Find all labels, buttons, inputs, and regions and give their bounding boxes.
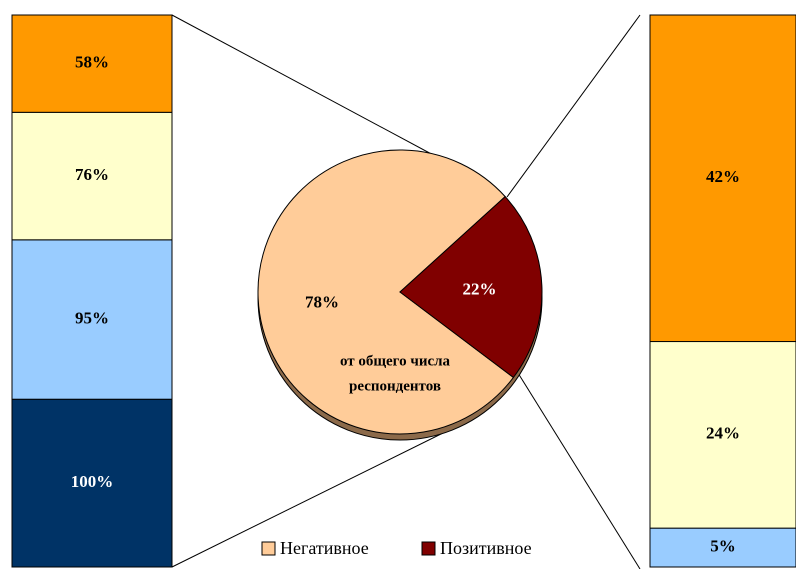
value-label: 95% — [75, 308, 109, 327]
legend-swatch — [261, 541, 276, 556]
legend-label: Негативное — [280, 538, 369, 558]
marks: 100% 95% 76% 58% 78% 22% от общего числа респон… — [11, 14, 796, 568]
bar-segment — [11, 239, 173, 400]
connector-line — [171, 14, 438, 158]
legend-label: Позитивное — [440, 538, 532, 558]
bar-segment — [11, 14, 173, 113]
value-label: 78% — [305, 292, 339, 311]
annotation: респондентов — [349, 378, 441, 394]
value-label: 5% — [710, 536, 736, 555]
connector-line — [517, 372, 641, 569]
value-label: 58% — [75, 53, 109, 72]
connector-line — [171, 431, 446, 568]
value-label: 22% — [462, 279, 496, 298]
bar-segment — [11, 111, 173, 241]
pie-slice — [257, 149, 515, 435]
value-label: 76% — [75, 165, 109, 184]
bar-segment — [649, 341, 796, 529]
connector-line — [506, 14, 641, 198]
value-label: 100% — [71, 472, 114, 491]
value-label: 24% — [706, 424, 740, 443]
bar-segment — [11, 398, 173, 568]
pie-slice — [399, 195, 543, 379]
value-label: 42% — [706, 167, 740, 186]
annotation: от общего числа — [340, 353, 451, 369]
legend-swatch — [421, 541, 436, 556]
bar-segment — [649, 14, 796, 343]
